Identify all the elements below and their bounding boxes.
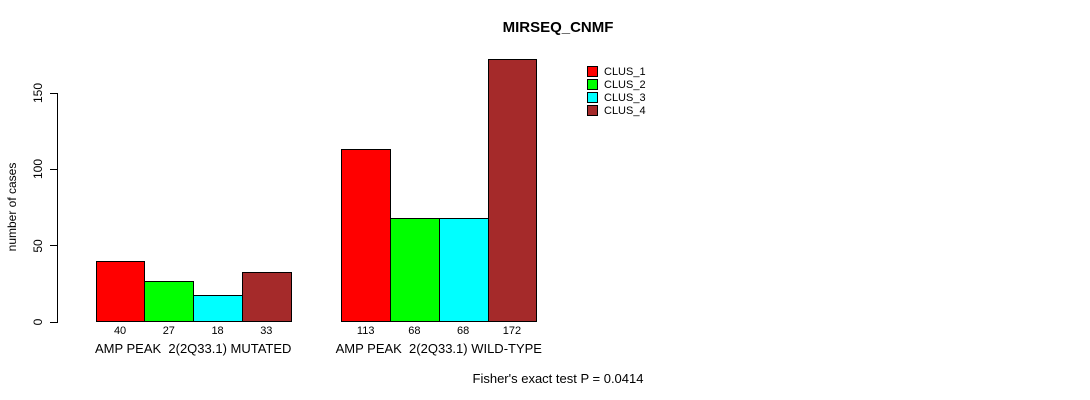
legend-swatch-clus_2: [587, 79, 598, 90]
y-tick-label: 0: [31, 318, 45, 326]
bar-clus_1-group1: [95, 260, 146, 322]
legend-label-clus_3: CLUS_3: [604, 91, 646, 104]
group-label: AMP PEAK 2(2Q33.1) MUTATED: [94, 341, 292, 356]
y-tick-mark: [50, 92, 57, 94]
bar-clus_3-group2: [438, 218, 489, 322]
bar-value-label: 113: [356, 325, 375, 337]
y-tick-label: 100: [31, 159, 45, 180]
legend-label-clus_4: CLUS_4: [604, 104, 646, 117]
bar-clus_4-group2: [487, 59, 538, 322]
bar-clus_1-group2: [341, 149, 392, 322]
footnote: Fisher's exact test P = 0.0414: [472, 371, 644, 386]
bar-value-label: 68: [408, 325, 421, 337]
bar-value-label: 68: [457, 325, 470, 337]
legend-label-clus_1: CLUS_1: [604, 65, 646, 78]
bar-clus_4-group1: [241, 271, 292, 322]
y-axis-label: number of cases: [5, 162, 19, 252]
bar-value-label: 18: [211, 325, 224, 337]
bar-value-label: 27: [162, 325, 175, 337]
bar-clus_3-group1: [193, 294, 243, 322]
bar-clus_2-group2: [390, 218, 440, 322]
legend-swatch-clus_4: [587, 105, 598, 116]
y-axis-line: [57, 93, 58, 323]
bar-value-label: 172: [502, 325, 522, 337]
bar-clus_2-group1: [144, 280, 195, 322]
y-tick-mark: [50, 245, 57, 247]
legend-swatch-clus_3: [587, 92, 598, 103]
bar-value-label: 33: [260, 325, 273, 337]
y-tick-label: 50: [31, 238, 45, 253]
bar-value-label: 40: [113, 325, 127, 337]
y-tick-mark: [50, 321, 57, 323]
y-tick-label: 150: [31, 82, 45, 104]
legend-label-clus_2: CLUS_2: [604, 78, 646, 91]
chart-title: MIRSEQ_CNMF: [502, 19, 614, 36]
legend-swatch-clus_1: [587, 66, 598, 77]
y-tick-mark: [50, 168, 57, 170]
group-label: AMP PEAK 2(2Q33.1) WILD-TYPE: [335, 341, 542, 356]
